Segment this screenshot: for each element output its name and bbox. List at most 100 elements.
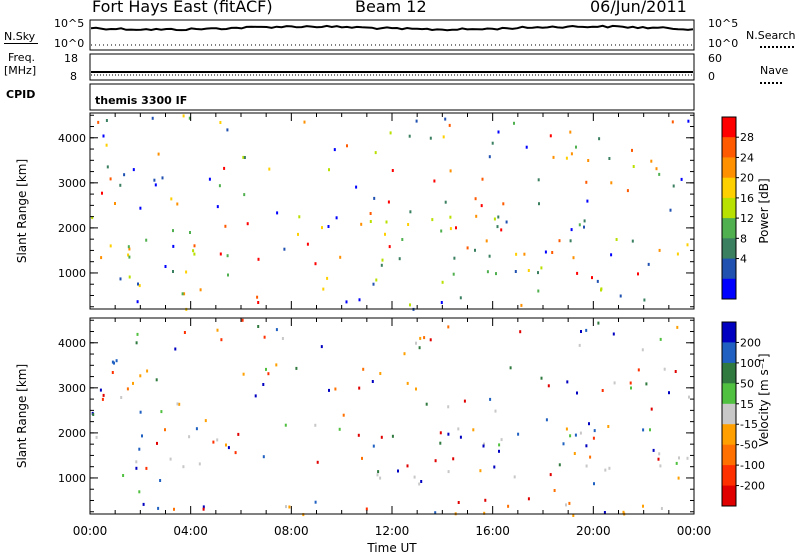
heatmap-cell — [126, 387, 129, 391]
heatmap-cell — [585, 464, 588, 468]
heatmap-cell — [373, 196, 376, 200]
heatmap-cell — [423, 336, 426, 340]
heatmap-cell — [489, 397, 492, 401]
y-tick-label: 3000 — [58, 382, 86, 395]
heatmap-cell — [202, 507, 205, 511]
heatmap-cell — [164, 428, 166, 432]
heatmap-cell — [419, 336, 422, 340]
heatmap-cell — [574, 433, 577, 437]
colorbar-tick-label: -50 — [740, 439, 758, 452]
heatmap-cell — [587, 159, 590, 162]
heatmap-cell — [135, 466, 138, 470]
heatmap-cell — [374, 151, 377, 155]
heatmap-cell — [612, 332, 615, 336]
heatmap-cell — [172, 244, 175, 248]
heatmap-cell — [145, 466, 148, 470]
heatmap-cell — [485, 239, 488, 243]
colorbar-swatch — [722, 137, 736, 158]
heatmap-cell — [141, 434, 143, 438]
heatmap-cell — [630, 386, 632, 390]
heatmap-cell — [434, 511, 437, 515]
freq-tick-top: 18 — [64, 52, 78, 65]
heatmap-cell — [113, 361, 115, 365]
power-heatmap-cells — [91, 114, 690, 311]
heatmap-cell — [603, 511, 606, 514]
heatmap-cell — [164, 265, 167, 268]
heatmap-cell — [597, 321, 600, 325]
nsky-series — [90, 24, 694, 32]
heatmap-cell — [615, 238, 618, 241]
heatmap-cell — [401, 238, 404, 241]
heatmap-cell — [119, 183, 122, 187]
heatmap-cell — [483, 442, 485, 446]
colorbar-tick-label: 15 — [740, 398, 754, 411]
heatmap-cell — [160, 410, 163, 414]
heatmap-cell — [102, 134, 105, 138]
freq-panel — [89, 53, 695, 81]
heatmap-cell — [680, 177, 683, 181]
heatmap-cell — [608, 466, 611, 470]
heatmap-cell — [650, 159, 653, 163]
heatmap-cell — [102, 393, 105, 397]
nsearch-legend-line — [760, 46, 794, 48]
heatmap-cell — [219, 121, 222, 124]
heatmap-cell — [585, 328, 588, 332]
heatmap-cell — [463, 399, 466, 403]
heatmap-cell — [254, 394, 257, 398]
heatmap-cell — [101, 191, 103, 195]
heatmap-cell — [573, 452, 576, 455]
y-tick-label: 4000 — [58, 132, 86, 145]
heatmap-cell — [189, 231, 191, 234]
heatmap-cell — [346, 144, 348, 148]
heatmap-cell — [155, 378, 158, 382]
power-colorbar: 28 24 20 16 12 8 4 — [721, 116, 754, 300]
heatmap-cell — [314, 500, 317, 504]
heatmap-cell — [513, 121, 515, 125]
heatmap-cell — [193, 252, 196, 256]
heatmap-cell — [380, 263, 383, 267]
heatmap-cell — [642, 504, 644, 508]
heatmap-cell — [591, 276, 593, 280]
heatmap-cell — [513, 475, 516, 479]
heatmap-cell — [488, 254, 491, 258]
heatmap-cell — [565, 503, 567, 507]
heatmap-cell — [502, 202, 505, 206]
heatmap-cell — [447, 325, 450, 329]
heatmap-cell — [335, 216, 338, 220]
heatmap-cell — [267, 372, 270, 376]
heatmap-cell — [371, 380, 374, 383]
heatmap-cell — [482, 444, 485, 448]
heatmap-cell — [669, 208, 672, 212]
colorbar-tick-label: -100 — [740, 459, 765, 472]
heatmap-cell — [658, 172, 661, 176]
heatmap-cell — [418, 346, 421, 350]
heatmap-cell — [365, 507, 368, 511]
heatmap-cell — [288, 505, 291, 509]
heatmap-cell — [146, 369, 149, 373]
heatmap-cell — [281, 337, 284, 340]
heatmap-cell — [440, 229, 443, 233]
heatmap-cell — [181, 292, 184, 296]
heatmap-cell — [674, 370, 677, 373]
heatmap-cell — [588, 422, 590, 426]
heatmap-cell — [226, 128, 229, 132]
velocity-heatmap-cells — [91, 318, 690, 517]
heatmap-cell — [153, 178, 156, 182]
power-panel-frame — [89, 112, 695, 310]
heatmap-cell — [99, 388, 102, 392]
heatmap-cell — [322, 287, 325, 291]
heatmap-cell — [549, 134, 552, 138]
heatmap-cell — [472, 428, 475, 432]
colorbar-swatch — [722, 444, 736, 466]
heatmap-cell — [452, 272, 455, 276]
heatmap-cell — [686, 456, 689, 460]
heatmap-cell — [372, 282, 375, 286]
heatmap-cell — [151, 116, 154, 120]
heatmap-cell — [172, 270, 174, 273]
heatmap-cell — [174, 347, 177, 351]
heatmap-cell — [262, 383, 265, 386]
heatmap-cell — [459, 435, 462, 439]
colorbar-tick-label: 8 — [740, 232, 747, 245]
x-tick-label: 12:00 — [375, 524, 410, 538]
heatmap-cell — [688, 395, 690, 399]
